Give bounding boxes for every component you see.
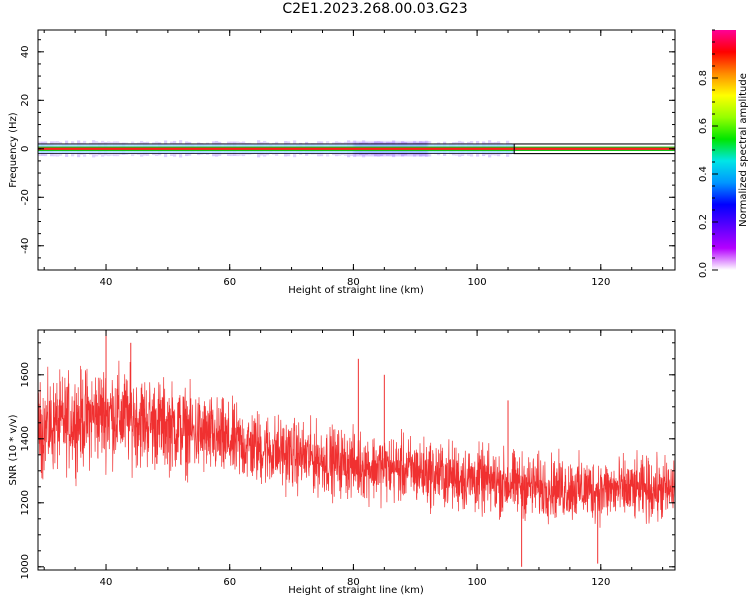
snr-panel: 40 60 80 100 120 1000 1200 1400 1600 Height of s… xyxy=(8,329,676,596)
colorbar-ticks: 0.0 0.2 0.4 0.6 0.8 xyxy=(698,29,718,278)
figure-title: C2E1.2023.268.00.03.G23 xyxy=(282,1,468,17)
colorbar-tick-label: 0.6 xyxy=(698,118,709,134)
colorbar-tick-label: 0.2 xyxy=(698,214,709,230)
spectrogram-red-core xyxy=(38,147,675,150)
x-tick-label: 120 xyxy=(591,277,610,288)
y-tick-label: 1000 xyxy=(20,554,31,579)
y-tick-label: 1600 xyxy=(20,362,31,387)
snr-ylabel: SNR (10 * v/v) xyxy=(8,414,19,485)
colorbar: 0.0 0.2 0.4 0.6 0.8 Normalized spectral ampl… xyxy=(698,29,749,278)
spectrogram-ylabel: Frequency (Hz) xyxy=(8,112,19,188)
colorbar-label: Normalized spectral amplitude xyxy=(738,73,749,227)
spectrogram-frame xyxy=(37,29,676,271)
x-tick-label: 80 xyxy=(347,277,360,288)
x-tick-label: 80 xyxy=(347,577,360,588)
y-tick-label: 20 xyxy=(20,94,31,107)
x-tick-label: 40 xyxy=(100,577,113,588)
colorbar-tick-label: 0.8 xyxy=(698,70,709,86)
spectrogram-ticks: 40 60 80 100 120 40 20 0 -20 -40 xyxy=(20,30,675,288)
snr-line xyxy=(38,360,675,528)
colorbar-tick-label: 0.4 xyxy=(698,166,709,182)
y-tick-label: -20 xyxy=(20,189,31,205)
colorbar-tick-label: 0.0 xyxy=(698,262,709,278)
spectrogram-panel: 40 60 80 100 120 40 20 0 -20 -40 Height of straig… xyxy=(8,29,676,296)
spectrogram-xlabel: Height of straight line (km) xyxy=(288,285,424,296)
snr-xlabel: Height of straight line (km) xyxy=(288,585,424,596)
snr-frame xyxy=(37,329,676,571)
x-tick-label: 100 xyxy=(468,577,487,588)
colorbar-scale xyxy=(712,30,736,270)
y-tick-label: 0 xyxy=(20,146,31,152)
x-tick-label: 60 xyxy=(223,577,236,588)
snr-ticks: 40 60 80 100 120 1000 1200 1400 1600 xyxy=(20,330,675,588)
snr-series xyxy=(38,330,675,567)
y-tick-label: 1400 xyxy=(20,426,31,451)
y-tick-label: 1200 xyxy=(20,490,31,515)
x-tick-label: 120 xyxy=(591,577,610,588)
y-tick-label: 40 xyxy=(20,45,31,58)
x-tick-label: 100 xyxy=(468,277,487,288)
x-tick-label: 40 xyxy=(100,277,113,288)
x-tick-label: 60 xyxy=(223,277,236,288)
y-tick-label: -40 xyxy=(20,238,31,254)
spectrogram-band xyxy=(38,140,675,158)
